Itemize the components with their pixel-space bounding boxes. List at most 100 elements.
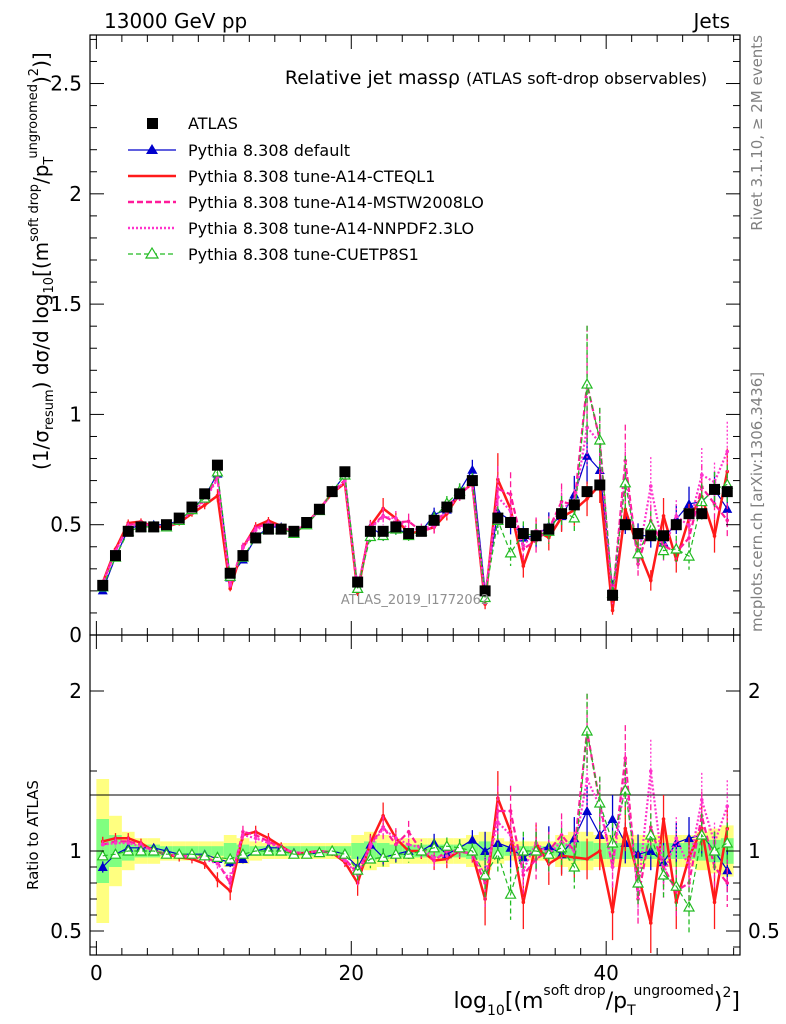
main-series bbox=[96, 325, 734, 615]
legend-nnpdf-label: Pythia 8.308 tune-A14-NNPDF2.3LO bbox=[188, 219, 474, 238]
band-green bbox=[211, 846, 224, 856]
legend-cuetp-label: Pythia 8.308 tune-CUETP8S1 bbox=[188, 245, 419, 264]
x-axis-label: log10[(msoft drop/pTungroomed)2] bbox=[453, 983, 740, 1019]
series-line-cuetp bbox=[102, 383, 728, 598]
ratio-series-line-cuetp bbox=[102, 730, 728, 909]
atlas-point bbox=[122, 525, 134, 537]
atlas-point bbox=[492, 512, 504, 524]
ticks bbox=[90, 35, 740, 955]
y-tick-label: 1.5 bbox=[50, 292, 82, 316]
point-cuetp bbox=[632, 547, 645, 559]
atlas-point bbox=[632, 528, 644, 540]
ratio-point-cuetp bbox=[479, 868, 492, 880]
y-tick-label: 0 bbox=[69, 623, 82, 647]
atlas-point bbox=[696, 508, 708, 520]
x-tick-label: 0 bbox=[90, 961, 103, 985]
atlas-point bbox=[199, 488, 211, 500]
atlas-point bbox=[326, 486, 338, 498]
series-line-cteql1 bbox=[101, 471, 729, 611]
band-green bbox=[223, 843, 237, 859]
legend-cuetp-marker bbox=[144, 246, 160, 259]
atlas-point bbox=[109, 550, 121, 562]
y-tick-label: 2 bbox=[69, 182, 82, 206]
atlas-point bbox=[709, 483, 721, 495]
atlas-point bbox=[568, 499, 580, 511]
rivet-label: Rivet 3.1.10, ≥ 2M events bbox=[748, 35, 766, 231]
ratio-point-cuetp bbox=[517, 844, 530, 856]
chart-title-suffix: (ATLAS soft-drop observables) bbox=[466, 69, 707, 88]
atlas-point bbox=[390, 521, 402, 533]
atlas-point bbox=[97, 579, 109, 591]
ratio-y-tick-label-right: 0.5 bbox=[748, 919, 780, 943]
atlas-point bbox=[224, 567, 236, 579]
ratio-point-cuetp bbox=[593, 796, 606, 808]
legend-default-label: Pythia 8.308 default bbox=[188, 141, 350, 160]
atlas-point bbox=[364, 525, 376, 537]
atlas-point bbox=[275, 523, 287, 535]
x-tick-label: 20 bbox=[339, 961, 364, 985]
ratio-point-cuetp bbox=[644, 828, 657, 840]
header-right: Jets bbox=[692, 9, 730, 33]
atlas-point bbox=[186, 501, 198, 513]
legend-cteql1-label: Pythia 8.308 tune-A14-CTEQL1 bbox=[188, 167, 435, 186]
atlas-point bbox=[173, 512, 185, 524]
ratio-series-line-cteql1 bbox=[102, 797, 729, 924]
ratio-point-cuetp bbox=[708, 844, 721, 856]
point-cuetp bbox=[504, 546, 517, 558]
atlas-point bbox=[313, 503, 325, 515]
ratio-series-line-nnpdf bbox=[102, 770, 729, 892]
chart-title: Relative jet massρ bbox=[285, 67, 460, 89]
y-axis-label: (1/σresum) dσ/d log10[(msoft drop/pTungr… bbox=[26, 52, 57, 470]
atlas-point bbox=[454, 488, 466, 500]
legend-atlas-marker bbox=[147, 118, 158, 129]
atlas-point bbox=[683, 508, 695, 520]
ratio-y-tick-label-right: 1 bbox=[748, 839, 761, 863]
atlas-point bbox=[339, 466, 351, 478]
y-tick-label: 2.5 bbox=[50, 72, 82, 96]
analysis-watermark: ATLAS_2019_I1772062 bbox=[341, 593, 489, 608]
legend: ATLAS Pythia 8.308 default Pythia 8.308 … bbox=[128, 114, 484, 264]
ratio-point-cuetp bbox=[389, 847, 402, 859]
tick-labels: 0 20 40 0 0.5 1 1.5 2 2.5 0.5 0.5 1 1 2 2 bbox=[50, 72, 780, 985]
point-cuetp bbox=[581, 377, 594, 389]
atlas-point bbox=[530, 530, 542, 542]
x-tick-label: 40 bbox=[593, 961, 618, 985]
atlas-point bbox=[377, 525, 389, 537]
atlas-point bbox=[645, 530, 657, 542]
point-nnpdf bbox=[725, 449, 730, 454]
atlas-point bbox=[148, 521, 160, 533]
ratio-y-tick-label-right: 2 bbox=[748, 679, 761, 703]
atlas-point bbox=[517, 528, 529, 540]
atlas-point bbox=[479, 585, 491, 597]
atlas-point bbox=[466, 475, 478, 487]
ratio-y-axis-label: Ratio to ATLAS bbox=[24, 780, 42, 890]
ratio-series bbox=[96, 693, 734, 953]
ratio-y-tick-label: 2 bbox=[69, 679, 82, 703]
atlas-point bbox=[301, 517, 313, 528]
atlas-point bbox=[135, 521, 147, 533]
atlas-point bbox=[505, 517, 517, 528]
atlas-point bbox=[428, 514, 440, 526]
atlas-point bbox=[415, 525, 427, 537]
mcplots-label: mcplots.cern.ch [arXiv:1306.3436] bbox=[748, 372, 766, 632]
series-line-mstw bbox=[101, 383, 729, 600]
atlas-point bbox=[670, 519, 682, 531]
atlas-point bbox=[288, 525, 300, 537]
header-left: 13000 GeV pp bbox=[104, 9, 247, 33]
atlas-point bbox=[594, 479, 606, 491]
ratio-point-cuetp bbox=[491, 847, 504, 859]
atlas-point bbox=[262, 523, 274, 535]
ratio-y-tick-label: 1 bbox=[69, 839, 82, 863]
atlas-point bbox=[441, 501, 453, 513]
ratio-series-line-mstw bbox=[102, 730, 729, 900]
atlas-point bbox=[160, 519, 172, 531]
atlas-point bbox=[721, 486, 733, 498]
ratio-point-mstw bbox=[725, 881, 730, 885]
atlas-point bbox=[556, 508, 568, 520]
legend-mstw-label: Pythia 8.308 tune-A14-MSTW2008LO bbox=[188, 193, 484, 212]
legend-atlas-label: ATLAS bbox=[188, 114, 238, 133]
ratio-frame bbox=[89, 634, 741, 956]
atlas-point bbox=[403, 528, 415, 540]
